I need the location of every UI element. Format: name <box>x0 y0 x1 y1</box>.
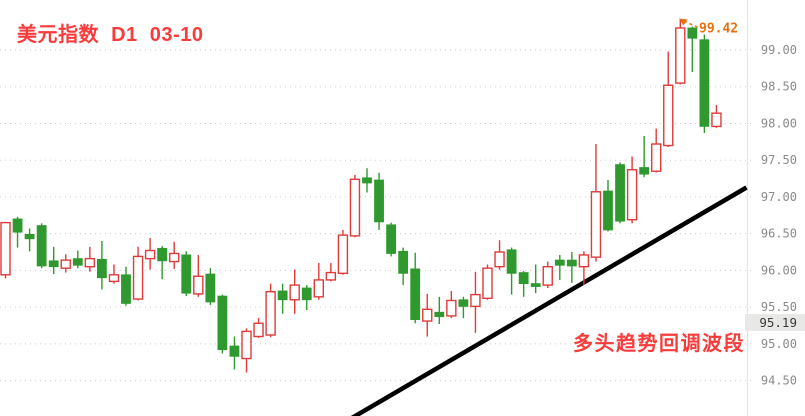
candle-body-down <box>398 250 409 274</box>
candle-body-down <box>410 268 421 321</box>
candle-body-up <box>337 234 349 275</box>
candle-body-down <box>362 177 372 184</box>
candle-body-down <box>458 299 469 307</box>
candle-body-up <box>626 169 638 221</box>
candle-body-down <box>518 272 529 284</box>
candle-body-up <box>0 221 11 276</box>
candle-body-up <box>422 308 433 322</box>
candle-body-up <box>590 191 602 258</box>
candle-body-down <box>386 224 397 254</box>
axis-label: 96.50 <box>761 227 797 241</box>
trend-annotation-label: 多头趋势回调波段 <box>573 333 745 355</box>
chart-title: 美元指数 D1 03-10 <box>17 24 204 46</box>
candle-body-up <box>84 257 96 268</box>
high-annotation-arrow-icon <box>679 18 688 26</box>
candle-body-down <box>434 311 445 318</box>
candle-body-down <box>181 254 192 294</box>
candle-body-down <box>687 27 698 39</box>
candle-body-down <box>157 247 168 262</box>
candle-body-down <box>506 249 517 274</box>
candle-body-up <box>313 279 324 298</box>
axis-label: 95.50 <box>761 300 797 314</box>
candle-body-down <box>24 233 35 240</box>
candle-body-down <box>205 273 216 303</box>
candle-body-up <box>108 274 120 283</box>
candle-body-down <box>229 345 240 357</box>
candle-body-up <box>289 284 300 301</box>
candle-body-up <box>193 275 204 295</box>
candle-body-down <box>374 179 384 223</box>
candle-body-up <box>168 252 180 263</box>
candle-body-up <box>325 271 337 281</box>
candle-body-down <box>277 290 288 301</box>
candle-body-up <box>482 267 493 299</box>
candle-body-down <box>530 283 541 287</box>
axis-label: 99.00 <box>761 43 797 57</box>
high-annotation-label: 99.42 <box>699 22 738 37</box>
trend-line[interactable] <box>350 185 748 416</box>
candle-body-down <box>699 39 710 127</box>
axis-label: 96.00 <box>761 263 797 277</box>
candle-body-up <box>494 251 505 268</box>
candle-body-down <box>639 167 650 175</box>
candle-body-up <box>446 299 457 317</box>
candle-body-down <box>603 190 613 231</box>
candle-body-up <box>651 143 662 172</box>
current-price-tag <box>745 314 805 331</box>
candle-body-up <box>265 290 276 336</box>
candle-body-down <box>566 259 577 267</box>
candle-body-down <box>217 295 228 351</box>
candle-body-up <box>60 259 71 269</box>
candle-body-down <box>554 259 565 266</box>
candle-body-down <box>12 218 23 233</box>
candle-body-up <box>470 293 481 308</box>
candle-body-up <box>663 84 674 147</box>
candle-body-up <box>675 27 686 84</box>
candle-body-down <box>72 258 83 266</box>
candle-body-down <box>97 258 107 279</box>
high-annotation-dash <box>683 20 699 29</box>
candle-body-up <box>144 249 156 260</box>
candle-body-up <box>542 266 553 286</box>
axis-label: 94.50 <box>761 374 797 388</box>
candle-body-down <box>301 287 312 301</box>
axis-label: 97.00 <box>761 190 797 204</box>
candle-body-up <box>349 178 361 237</box>
axis-label: 98.50 <box>761 80 797 94</box>
axis-label: 98.00 <box>761 116 797 130</box>
axis-label: 95.00 <box>761 337 797 351</box>
candle-body-down <box>48 260 59 268</box>
candle-body-up <box>711 112 722 128</box>
candle-body-up <box>578 254 590 268</box>
candle-body-down <box>121 274 131 304</box>
candle-body-down <box>36 225 47 267</box>
candle-body-up <box>253 322 264 338</box>
current-price-label: 95.19 <box>759 315 797 330</box>
axis-label: 97.50 <box>761 153 797 167</box>
candle-body-down <box>615 164 625 222</box>
candle-body-up <box>132 255 144 300</box>
candle-body-up <box>241 330 252 360</box>
